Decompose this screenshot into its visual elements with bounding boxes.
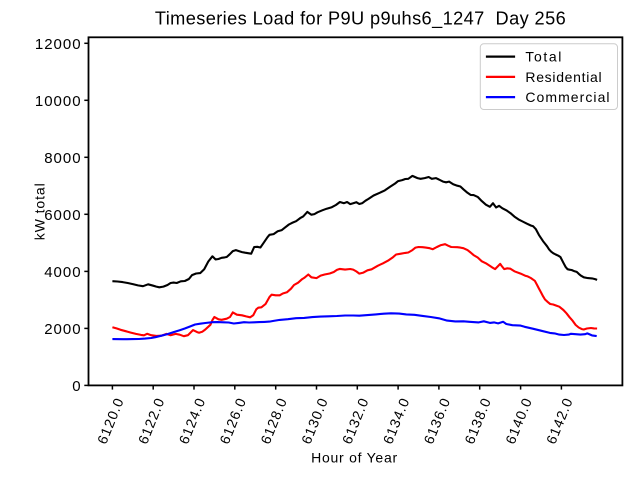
svg-text:Residential: Residential <box>525 69 602 85</box>
svg-text:Timeseries Load for P9U p9uhs6: Timeseries Load for P9U p9uhs6_1247 Day … <box>155 9 566 30</box>
svg-text:Commercial: Commercial <box>525 89 610 105</box>
svg-text:8000: 8000 <box>44 150 81 167</box>
svg-text:0: 0 <box>72 378 81 395</box>
svg-text:Hour of Year: Hour of Year <box>311 450 398 466</box>
svg-text:Total: Total <box>525 49 563 65</box>
svg-text:6000: 6000 <box>44 207 81 224</box>
svg-text:12000: 12000 <box>35 36 82 53</box>
svg-text:2000: 2000 <box>44 321 81 338</box>
svg-text:kW total: kW total <box>32 182 48 240</box>
svg-text:4000: 4000 <box>44 264 81 281</box>
svg-text:10000: 10000 <box>35 93 82 110</box>
